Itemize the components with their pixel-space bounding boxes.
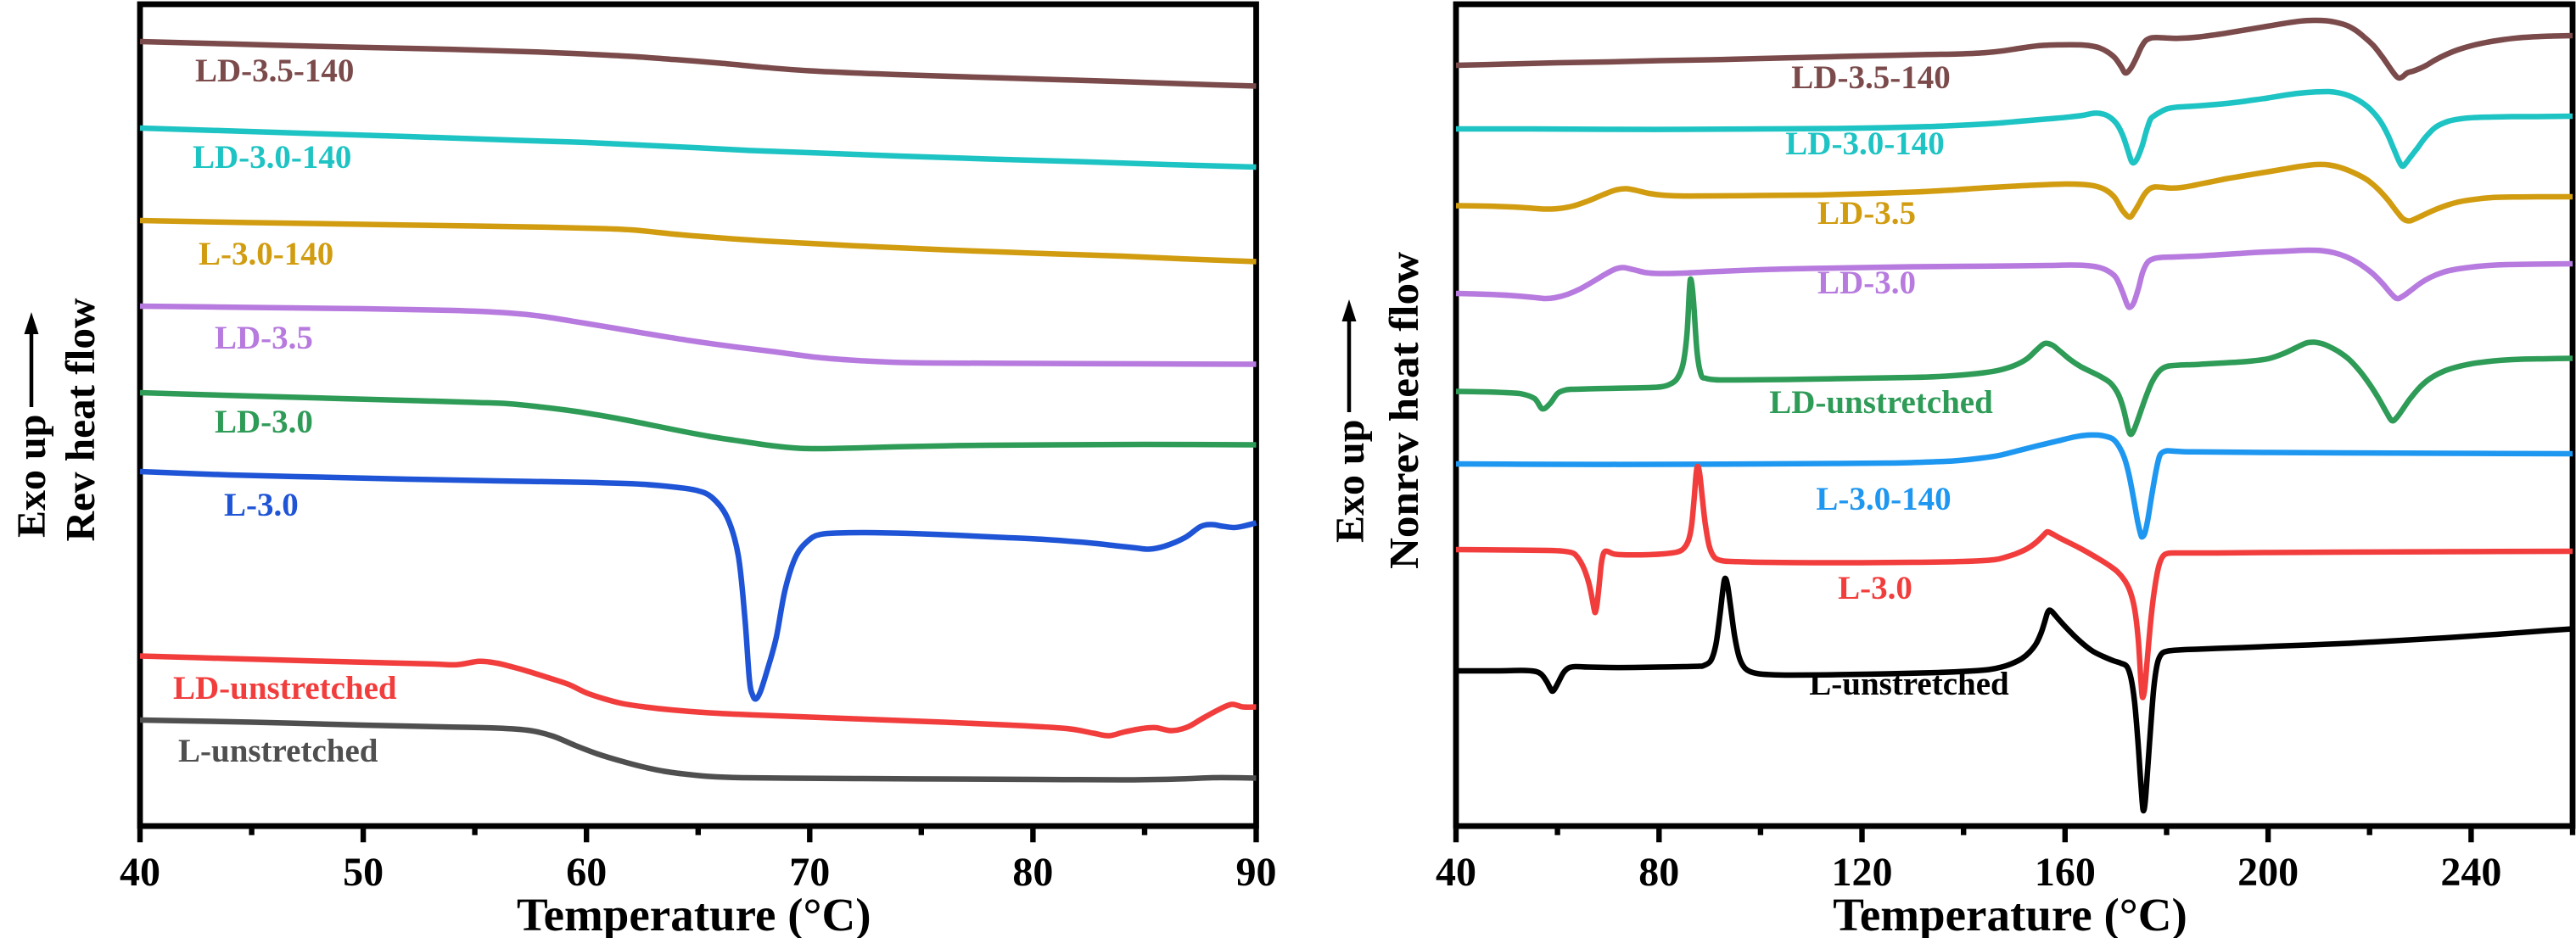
svg-text:50: 50: [343, 850, 384, 895]
svg-text:240: 240: [2440, 850, 2501, 895]
svg-text:L-3.0-140: L-3.0-140: [199, 236, 333, 272]
svg-text:90: 90: [1236, 850, 1277, 895]
svg-text:120: 120: [1832, 850, 1893, 895]
svg-text:40: 40: [120, 850, 160, 895]
svg-text:80: 80: [1012, 850, 1053, 895]
svg-text:LD-3.5-140: LD-3.5-140: [1791, 59, 1950, 96]
svg-text:LD-3.0: LD-3.0: [1817, 265, 1916, 301]
svg-text:Exo up: Exo up: [9, 415, 54, 538]
svg-text:LD-3.0-140: LD-3.0-140: [1785, 126, 1944, 162]
svg-text:LD-3.5: LD-3.5: [1817, 195, 1916, 232]
svg-text:L-3.0-140: L-3.0-140: [1816, 481, 1951, 517]
svg-text:Rev heat flow: Rev heat flow: [57, 298, 104, 542]
svg-text:LD-3.0-140: LD-3.0-140: [193, 139, 351, 176]
svg-text:LD-unstretched: LD-unstretched: [1769, 384, 1993, 421]
svg-text:LD-unstretched: LD-unstretched: [173, 670, 397, 706]
svg-text:L-unstretched: L-unstretched: [178, 733, 378, 769]
svg-text:60: 60: [566, 850, 607, 895]
svg-text:70: 70: [789, 850, 830, 895]
svg-text:L-3.0: L-3.0: [1838, 570, 1912, 606]
svg-text:LD-3.5-140: LD-3.5-140: [195, 53, 354, 89]
svg-text:LD-3.0: LD-3.0: [215, 404, 313, 440]
svg-text:Nonrev heat flow: Nonrev heat flow: [1380, 251, 1427, 569]
svg-text:160: 160: [2035, 850, 2096, 895]
svg-text:Temperature (°C): Temperature (°C): [517, 889, 871, 938]
svg-text:L-3.0: L-3.0: [224, 487, 299, 523]
svg-text:200: 200: [2237, 850, 2299, 895]
svg-text:L-unstretched: L-unstretched: [1809, 666, 2009, 702]
svg-text:40: 40: [1436, 850, 1476, 895]
svg-text:Temperature (°C): Temperature (°C): [1833, 889, 2187, 938]
svg-text:Exo up: Exo up: [1328, 420, 1373, 543]
svg-text:80: 80: [1638, 850, 1679, 895]
svg-text:LD-3.5: LD-3.5: [215, 320, 313, 356]
